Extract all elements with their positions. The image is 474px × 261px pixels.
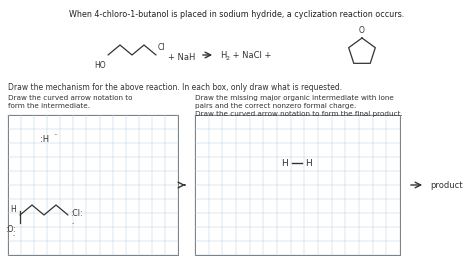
Text: ⁻: ⁻ bbox=[54, 133, 58, 139]
Text: + NaH: + NaH bbox=[168, 52, 195, 62]
Text: O: O bbox=[359, 26, 365, 35]
Text: 2: 2 bbox=[226, 56, 230, 61]
Text: :O:: :O: bbox=[5, 225, 16, 234]
Text: H: H bbox=[10, 205, 16, 215]
Text: :H: :H bbox=[40, 135, 49, 145]
Text: ..: .. bbox=[71, 220, 74, 225]
Text: ..: .. bbox=[12, 232, 16, 237]
Text: :Cl:: :Cl: bbox=[70, 209, 82, 217]
Text: HO: HO bbox=[94, 61, 106, 70]
Text: H: H bbox=[282, 158, 288, 168]
Text: H: H bbox=[306, 158, 312, 168]
Text: + NaCl +: + NaCl + bbox=[230, 50, 272, 60]
Text: When 4-chloro-1-butanol is placed in sodium hydride, a cyclization reaction occu: When 4-chloro-1-butanol is placed in sod… bbox=[69, 10, 405, 19]
Text: Draw the curved arrow notation to
form the intermediate.: Draw the curved arrow notation to form t… bbox=[8, 95, 133, 109]
Text: H: H bbox=[220, 50, 227, 60]
Text: Draw the missing major organic intermediate with lone
pairs and the correct nonz: Draw the missing major organic intermedi… bbox=[195, 95, 403, 117]
Text: Cl: Cl bbox=[158, 43, 165, 52]
Text: product: product bbox=[430, 181, 463, 189]
Bar bbox=[8, 115, 178, 255]
Text: Draw the mechanism for the above reaction. In each box, only draw what is reques: Draw the mechanism for the above reactio… bbox=[8, 83, 342, 92]
Bar bbox=[195, 115, 400, 255]
